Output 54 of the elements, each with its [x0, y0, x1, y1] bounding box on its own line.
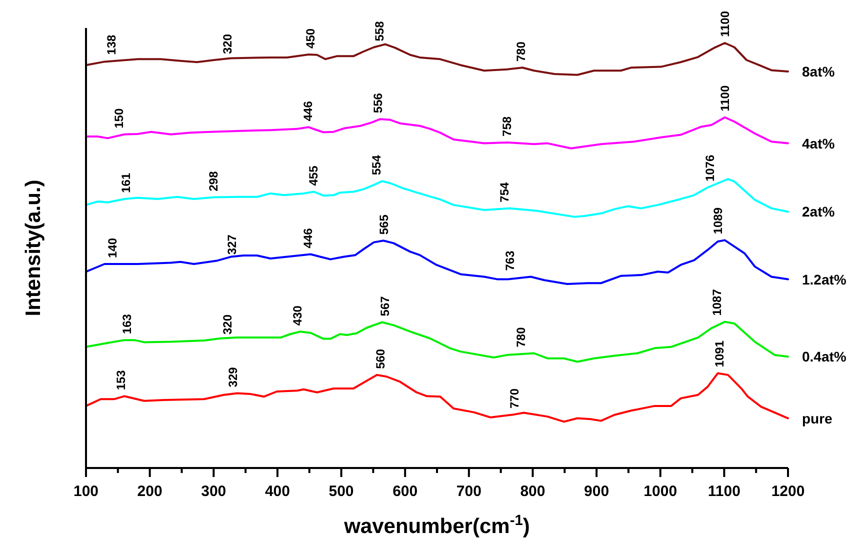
y-axis-title: Intensity(a.u.) [22, 180, 45, 316]
x-axis-title: wavenumber(cm$^{-1}$) [343, 513, 530, 538]
annotation: 1100 [718, 85, 732, 112]
annotation: 446 [300, 228, 315, 248]
annotation: 140 [106, 238, 120, 258]
annotation: 329 [226, 366, 240, 388]
annotation: 558 [372, 20, 386, 42]
annotation: 320 [220, 34, 234, 54]
x-tick-label: 900 [584, 483, 610, 500]
annotation: 1089 [711, 207, 726, 234]
x-tick-label: 1100 [708, 483, 740, 500]
series-label: 2at% [802, 204, 836, 220]
annotation: 298 [206, 170, 220, 192]
annotation: 567 [378, 296, 392, 316]
annotation: 138 [104, 34, 118, 55]
annotation: 1076 [702, 154, 717, 182]
series-label: 8at% [802, 63, 836, 80]
annotation: 450 [303, 28, 318, 48]
annotation: 446 [300, 100, 315, 122]
annotation: 153 [114, 370, 128, 390]
x-tick-label: 800 [520, 483, 546, 500]
annotation: 1091 [712, 340, 726, 368]
annotation: 1100 [718, 10, 732, 37]
x-tick-label: 1200 [771, 483, 805, 500]
annotation: 754 [497, 182, 512, 202]
x-tick-label: 600 [392, 483, 418, 500]
annotation: 758 [500, 116, 514, 136]
x-tick-label: 300 [201, 483, 226, 500]
annotation: 780 [514, 41, 528, 62]
x-tick-label: 1000 [644, 483, 678, 500]
x-tick-label: 400 [264, 483, 290, 500]
series-label: pure [802, 410, 833, 426]
annotation: 150 [112, 108, 126, 128]
x-tick-label: 500 [328, 483, 354, 500]
annotation: 763 [503, 250, 518, 271]
annotation: 161 [118, 172, 133, 193]
annotation: 320 [220, 314, 234, 334]
annotation: 560 [374, 348, 388, 369]
annotation: 770 [508, 388, 522, 408]
x-tick-label: 100 [73, 483, 99, 500]
annotation: 565 [376, 214, 391, 235]
annotation: 163 [120, 314, 134, 334]
annotation: 1087 [710, 288, 724, 316]
annotation: 430 [290, 305, 305, 326]
x-tick-label: 200 [137, 483, 162, 500]
annotation: 556 [371, 92, 386, 114]
annotation: 455 [306, 165, 321, 186]
annotation: 554 [370, 154, 384, 176]
x-tick-label: 700 [456, 483, 482, 500]
annotation: 780 [514, 326, 528, 348]
series-label: 1.2at% [802, 271, 847, 288]
annotation: 327 [224, 234, 239, 255]
series-label: 0.4at% [802, 348, 847, 365]
series-label: 4at% [802, 135, 836, 152]
